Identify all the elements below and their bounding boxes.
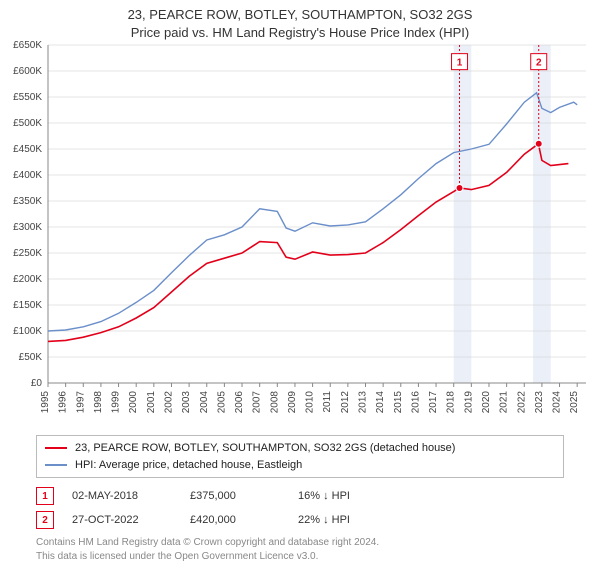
footer: Contains HM Land Registry data © Crown c… (36, 536, 564, 563)
svg-text:£600K: £600K (13, 66, 42, 77)
svg-text:2: 2 (536, 58, 542, 69)
marker-price: £420,000 (190, 514, 280, 526)
svg-text:2012: 2012 (340, 391, 351, 414)
svg-text:1999: 1999 (111, 391, 122, 414)
svg-text:2023: 2023 (534, 391, 545, 414)
line-chart-svg: £0 £50K £100K £150K £200K £250K £300K £350K £400… (0, 41, 600, 431)
svg-text:1: 1 (457, 58, 463, 69)
marker-badge: 1 (36, 487, 54, 505)
marker-date: 27-OCT-2022 (72, 514, 172, 526)
legend: 23, PEARCE ROW, BOTLEY, SOUTHAMPTON, SO3… (36, 435, 564, 478)
marker-badge: 2 (36, 511, 54, 529)
svg-text:2001: 2001 (146, 391, 157, 414)
legend-item-property: 23, PEARCE ROW, BOTLEY, SOUTHAMPTON, SO3… (45, 440, 555, 457)
svg-text:2011: 2011 (322, 391, 333, 413)
svg-text:£450K: £450K (13, 144, 42, 155)
legend-label: HPI: Average price, detached house, East… (75, 457, 302, 474)
svg-text:2013: 2013 (358, 391, 369, 414)
svg-text:2024: 2024 (552, 391, 563, 414)
svg-text:£400K: £400K (13, 170, 42, 181)
svg-text:2004: 2004 (199, 391, 210, 414)
svg-text:2025: 2025 (569, 391, 580, 414)
title-subtitle: Price paid vs. HM Land Registry's House … (0, 24, 600, 42)
svg-text:£200K: £200K (13, 274, 42, 285)
svg-text:2014: 2014 (375, 391, 386, 414)
marker-date: 02-MAY-2018 (72, 490, 172, 502)
chart-area: £0 £50K £100K £150K £200K £250K £300K £350K £400… (0, 41, 600, 431)
marker-price: £375,000 (190, 490, 280, 502)
svg-text:1997: 1997 (75, 391, 86, 414)
marker-row: 2 27-OCT-2022 £420,000 22% ↓ HPI (36, 508, 564, 532)
svg-text:£550K: £550K (13, 92, 42, 103)
svg-text:1995: 1995 (40, 391, 51, 414)
svg-text:£500K: £500K (13, 118, 42, 129)
marker-pct: 22% ↓ HPI (298, 514, 388, 526)
marker-pct: 16% ↓ HPI (298, 490, 388, 502)
svg-text:2009: 2009 (287, 391, 298, 414)
title-address: 23, PEARCE ROW, BOTLEY, SOUTHAMPTON, SO3… (0, 6, 600, 24)
svg-text:£150K: £150K (13, 300, 42, 311)
svg-text:£350K: £350K (13, 196, 42, 207)
svg-text:2016: 2016 (410, 391, 421, 414)
marker-table: 1 02-MAY-2018 £375,000 16% ↓ HPI 2 27-OC… (36, 484, 564, 532)
svg-text:£0: £0 (31, 378, 43, 389)
svg-text:2005: 2005 (216, 391, 227, 414)
svg-text:£300K: £300K (13, 222, 42, 233)
legend-swatch (45, 464, 67, 466)
svg-text:2002: 2002 (163, 391, 174, 414)
footer-line: Contains HM Land Registry data © Crown c… (36, 536, 564, 550)
svg-text:2006: 2006 (234, 391, 245, 414)
svg-text:2015: 2015 (393, 391, 404, 414)
chart-title: 23, PEARCE ROW, BOTLEY, SOUTHAMPTON, SO3… (0, 0, 600, 41)
legend-label: 23, PEARCE ROW, BOTLEY, SOUTHAMPTON, SO3… (75, 440, 455, 457)
svg-text:2019: 2019 (463, 391, 474, 414)
svg-text:£100K: £100K (13, 326, 42, 337)
marker-row: 1 02-MAY-2018 £375,000 16% ↓ HPI (36, 484, 564, 508)
svg-text:2020: 2020 (481, 391, 492, 414)
svg-text:2008: 2008 (269, 391, 280, 414)
svg-text:£250K: £250K (13, 248, 42, 259)
svg-text:2007: 2007 (252, 391, 263, 414)
svg-text:2017: 2017 (428, 391, 439, 414)
svg-text:2018: 2018 (446, 391, 457, 414)
svg-text:£650K: £650K (13, 41, 42, 51)
svg-text:2003: 2003 (181, 391, 192, 414)
svg-text:£50K: £50K (19, 352, 43, 363)
svg-text:2021: 2021 (499, 391, 510, 414)
svg-text:1996: 1996 (58, 391, 69, 414)
svg-text:2010: 2010 (305, 391, 316, 414)
svg-text:2022: 2022 (516, 391, 527, 414)
svg-text:2000: 2000 (128, 391, 139, 414)
svg-text:1998: 1998 (93, 391, 104, 414)
legend-swatch (45, 447, 67, 449)
legend-item-hpi: HPI: Average price, detached house, East… (45, 457, 555, 474)
footer-line: This data is licensed under the Open Gov… (36, 550, 564, 563)
